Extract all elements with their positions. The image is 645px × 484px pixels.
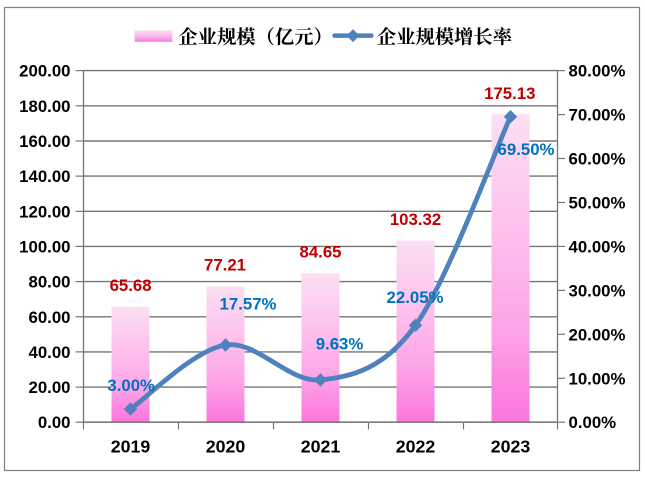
svg-text:200.00: 200.00: [19, 62, 70, 81]
svg-text:30.00%: 30.00%: [569, 281, 626, 300]
svg-text:60.00: 60.00: [29, 308, 71, 327]
svg-text:9.63%: 9.63%: [316, 335, 364, 354]
svg-text:40.00%: 40.00%: [569, 237, 626, 256]
svg-text:2019: 2019: [111, 437, 151, 457]
svg-text:20.00%: 20.00%: [569, 325, 626, 344]
svg-text:2022: 2022: [396, 437, 436, 457]
svg-text:175.13: 175.13: [484, 84, 535, 103]
svg-text:10.00%: 10.00%: [569, 369, 626, 388]
svg-text:80.00: 80.00: [29, 273, 71, 292]
svg-text:0.00: 0.00: [38, 413, 71, 432]
svg-text:3.00%: 3.00%: [107, 376, 155, 395]
svg-text:180.00: 180.00: [19, 97, 70, 116]
svg-text:17.57%: 17.57%: [220, 294, 277, 313]
svg-text:103.32: 103.32: [390, 210, 441, 229]
svg-text:69.50%: 69.50%: [498, 140, 555, 159]
svg-text:70.00%: 70.00%: [569, 106, 626, 125]
svg-text:40.00: 40.00: [29, 343, 71, 362]
svg-text:80.00%: 80.00%: [569, 62, 626, 81]
svg-text:100.00: 100.00: [19, 237, 70, 256]
svg-text:20.00: 20.00: [29, 378, 71, 397]
svg-text:2023: 2023: [491, 437, 531, 457]
svg-text:60.00%: 60.00%: [569, 150, 626, 169]
svg-text:2021: 2021: [301, 437, 341, 457]
svg-text:160.00: 160.00: [19, 132, 70, 151]
svg-text:50.00%: 50.00%: [569, 194, 626, 213]
svg-text:0.00%: 0.00%: [569, 413, 617, 432]
svg-text:65.68: 65.68: [110, 276, 152, 295]
svg-text:140.00: 140.00: [19, 167, 70, 186]
svg-text:22.05%: 22.05%: [387, 288, 444, 307]
svg-text:84.65: 84.65: [300, 243, 342, 262]
svg-text:120.00: 120.00: [19, 202, 70, 221]
svg-text:2020: 2020: [206, 437, 246, 457]
svg-text:77.21: 77.21: [204, 256, 246, 275]
